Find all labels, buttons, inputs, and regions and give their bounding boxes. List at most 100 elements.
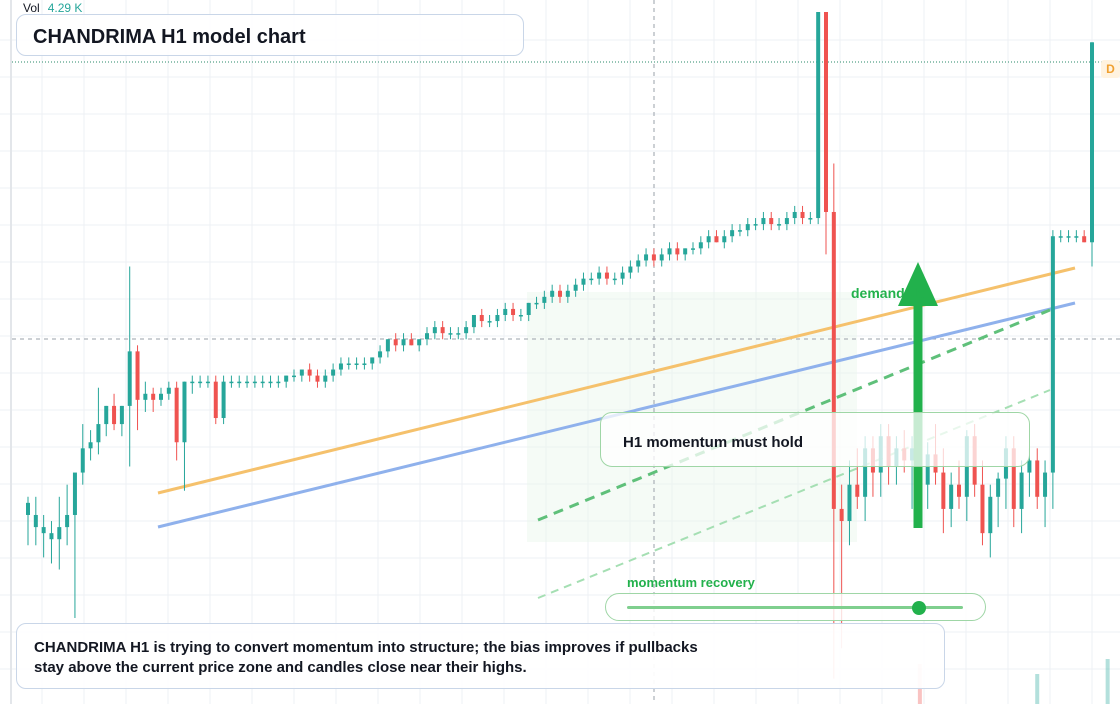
left-border [10, 0, 12, 704]
candle-body [941, 472, 946, 509]
candle-body [159, 393, 163, 400]
candle-body [135, 351, 140, 400]
candle-body [777, 224, 782, 226]
candle-body [581, 278, 586, 285]
candle-body [769, 218, 774, 225]
candle-body [33, 514, 38, 528]
candle-body [127, 351, 132, 406]
candle-body [597, 272, 602, 279]
volume-bar [1105, 659, 1110, 704]
candle-body [1082, 236, 1087, 243]
candle-body [323, 375, 328, 382]
candle-body [57, 527, 62, 540]
candle-body [49, 533, 54, 540]
candle-body [957, 484, 961, 497]
candle-body [808, 218, 813, 220]
candle-body [119, 405, 124, 425]
candle-body [589, 278, 594, 281]
candle-body [198, 381, 203, 384]
candle-body [315, 375, 320, 382]
candle-body [1074, 236, 1079, 238]
candle-body [276, 381, 281, 384]
candle-body [980, 484, 985, 534]
callout-box: H1 momentum must hold [600, 412, 1030, 467]
candle-body [722, 236, 727, 243]
candle-body [307, 369, 312, 376]
momentum-slider[interactable] [605, 593, 986, 621]
candle-body [292, 375, 296, 378]
candle-body [628, 266, 633, 273]
candle-body [659, 254, 664, 261]
candle-body [1058, 236, 1063, 238]
summary-card: CHANDRIMA H1 is trying to convert moment… [16, 623, 945, 689]
summary-line-2: stay above the current price zone and ca… [34, 659, 527, 676]
candle-body [925, 454, 930, 485]
candle-body [800, 211, 805, 219]
candle-body [432, 327, 437, 334]
candle-body [855, 484, 860, 497]
candle-body [409, 339, 414, 346]
candle-body [745, 224, 750, 231]
candle-body [378, 351, 383, 358]
candle-body [847, 484, 852, 522]
candle-body [1043, 472, 1048, 497]
candle-body [683, 248, 688, 255]
momentum-track [627, 606, 963, 609]
candle-body [370, 357, 375, 364]
candle-body [737, 230, 742, 232]
candle-body [1090, 42, 1094, 243]
candle-body [166, 387, 171, 394]
candle-body [698, 242, 703, 249]
candle-body [448, 333, 453, 335]
demand-zone-label: demand de [851, 285, 925, 301]
candle-body [425, 333, 429, 340]
candle-body [863, 448, 868, 497]
candle-body [88, 442, 93, 449]
vol-label: Vol [23, 1, 40, 15]
candle-body [213, 381, 218, 419]
candle-body [237, 381, 242, 384]
candle-body [612, 278, 617, 281]
candle-body [1019, 472, 1024, 509]
candle-body [988, 496, 993, 534]
candle-body [761, 218, 766, 225]
candle-body [816, 12, 821, 219]
candle-body [644, 254, 649, 261]
candle-body [401, 339, 406, 346]
candle-body [511, 308, 516, 315]
candle-body [362, 363, 367, 365]
candle-body [1011, 448, 1016, 509]
candle-body [542, 296, 547, 303]
candle-body [221, 381, 226, 419]
candle-body [831, 211, 836, 509]
candle-body [1050, 236, 1055, 473]
candle-body [667, 248, 672, 255]
candle-body [346, 363, 351, 365]
candle-body [706, 236, 711, 243]
candle-body [174, 387, 179, 443]
vol-value: 4.29 K [47, 1, 83, 15]
candle-body [651, 254, 656, 261]
candle-body [691, 248, 695, 250]
candle-body [65, 514, 70, 528]
candle-body [550, 290, 555, 297]
candle-body [839, 508, 844, 522]
volume-bar [1035, 674, 1040, 704]
candle-body [487, 321, 492, 323]
candle-body [949, 484, 954, 509]
candle-body [260, 381, 265, 384]
candle-body [792, 211, 797, 219]
dividend-badge[interactable]: D [1101, 60, 1120, 78]
candle-body [479, 315, 484, 322]
candle-body [268, 381, 273, 384]
candle-body [80, 448, 85, 473]
candle-body [190, 381, 195, 384]
candle-body [354, 363, 359, 365]
candle-body [1035, 460, 1040, 497]
momentum-knob[interactable] [912, 601, 927, 615]
candle-body [245, 381, 250, 384]
volume-readout: Vol 4.29 K [23, 1, 82, 15]
candle-body [41, 527, 46, 534]
candle-body [714, 236, 719, 243]
candle-body [104, 405, 109, 425]
